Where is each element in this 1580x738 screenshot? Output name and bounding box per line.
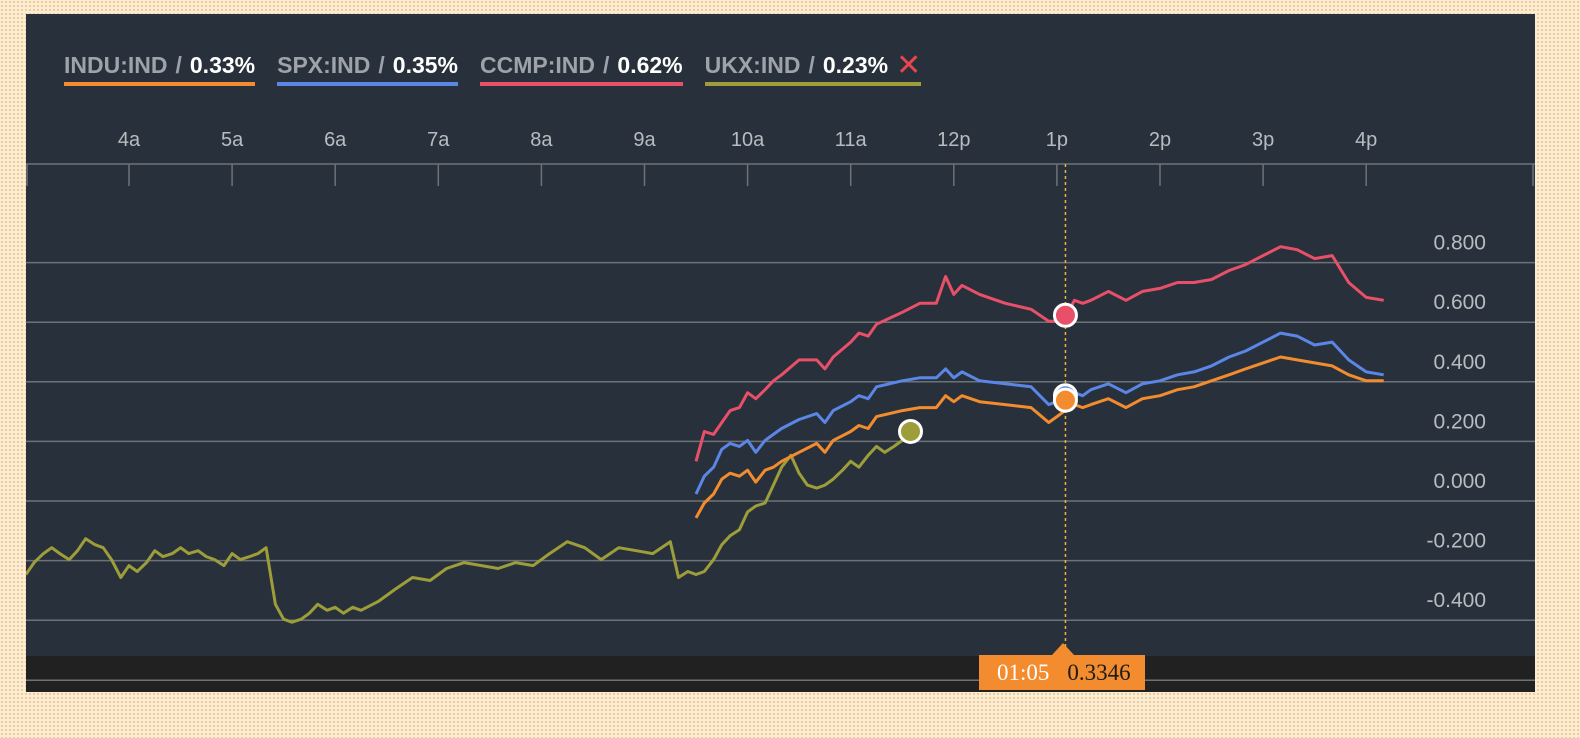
series-line-spx (694, 331, 1384, 495)
x-tick-label: 3p (1252, 129, 1274, 151)
series-layer (26, 245, 1384, 624)
x-tick-label: 2p (1149, 129, 1171, 151)
y-tick-label: 0.400 (1433, 351, 1486, 374)
x-tick-label: 11a (835, 129, 868, 151)
series-line-ccmp (694, 245, 1384, 462)
x-tick-label: 6a (324, 129, 347, 151)
marker-layer (897, 302, 1078, 444)
line-chart: 4a 5a 6a 7a 8a 9a 10a 11a 12p 1p 2p 3p 4p 0.800 0.600… (26, 129, 1535, 681)
legend-ticker: SPX:IND (277, 52, 371, 78)
legend-value: 0.33% (189, 52, 256, 78)
grid-layer (26, 261, 1535, 681)
marker-indu (1052, 387, 1078, 413)
x-tick-label: 7a (427, 129, 450, 151)
x-tick-label: 5a (221, 129, 244, 151)
crosshair-tooltip: 01:05 0.3346 (979, 643, 1145, 690)
tooltip-arrow (1052, 643, 1074, 655)
x-tick-label: 4a (118, 129, 141, 151)
legend-ticker: UKX:IND (704, 52, 801, 78)
legend-item-ccmp[interactable]: CCMP:IND / 0.62% (480, 52, 683, 86)
x-tick-label: 1p (1046, 129, 1068, 151)
close-icon[interactable]: ✕ (896, 48, 922, 82)
x-tick-label: 10a (731, 129, 765, 151)
y-tick-label: -0.200 (1426, 530, 1486, 553)
y-axis: 0.800 0.600 0.400 0.200 0.000 -0.200 -0.400 (1426, 232, 1486, 613)
y-tick-label: -0.400 (1426, 589, 1486, 612)
y-tick-label: 0.200 (1433, 410, 1486, 433)
x-tick-label: 9a (633, 129, 656, 151)
legend-separator: / (175, 52, 182, 78)
series-line-ukx (26, 430, 912, 624)
y-tick-label: 0.000 (1433, 470, 1486, 493)
legend-value: 0.62% (617, 52, 683, 78)
y-tick-label: 0.600 (1433, 291, 1486, 314)
marker-ukx (897, 418, 923, 444)
legend-item-ukx[interactable]: UKX:IND / 0.23% ✕ (704, 48, 922, 86)
legend-ticker: CCMP:IND (480, 52, 596, 78)
legend-separator: / (603, 52, 610, 78)
x-tick-label: 4p (1355, 129, 1377, 151)
legend-separator: / (808, 52, 815, 78)
legend: INDU:IND / 0.33% SPX:IND / 0.35% CCMP:IN… (64, 48, 922, 86)
chart-panel: 4a 5a 6a 7a 8a 9a 10a 11a 12p 1p 2p 3p 4p 0.800 0.600… (26, 14, 1535, 692)
series-line-indu (694, 355, 1384, 519)
marker-ccmp (1052, 302, 1078, 328)
tooltip-value: 0.3346 (1067, 659, 1131, 685)
legend-value: 0.23% (822, 52, 889, 78)
bottom-bar (26, 656, 1535, 692)
legend-value: 0.35% (392, 52, 459, 78)
x-tick-label: 12p (937, 129, 970, 151)
legend-separator: / (378, 52, 385, 78)
x-axis: 4a 5a 6a 7a 8a 9a 10a 11a 12p 1p 2p 3p 4p (26, 129, 1535, 186)
legend-item-spx[interactable]: SPX:IND / 0.35% (277, 52, 459, 86)
legend-item-indu[interactable]: INDU:IND / 0.33% (64, 52, 256, 86)
x-tick-label: 8a (530, 129, 553, 151)
tooltip-time: 01:05 (997, 659, 1050, 685)
legend-ticker: INDU:IND (64, 52, 168, 78)
y-tick-label: 0.800 (1433, 232, 1486, 255)
